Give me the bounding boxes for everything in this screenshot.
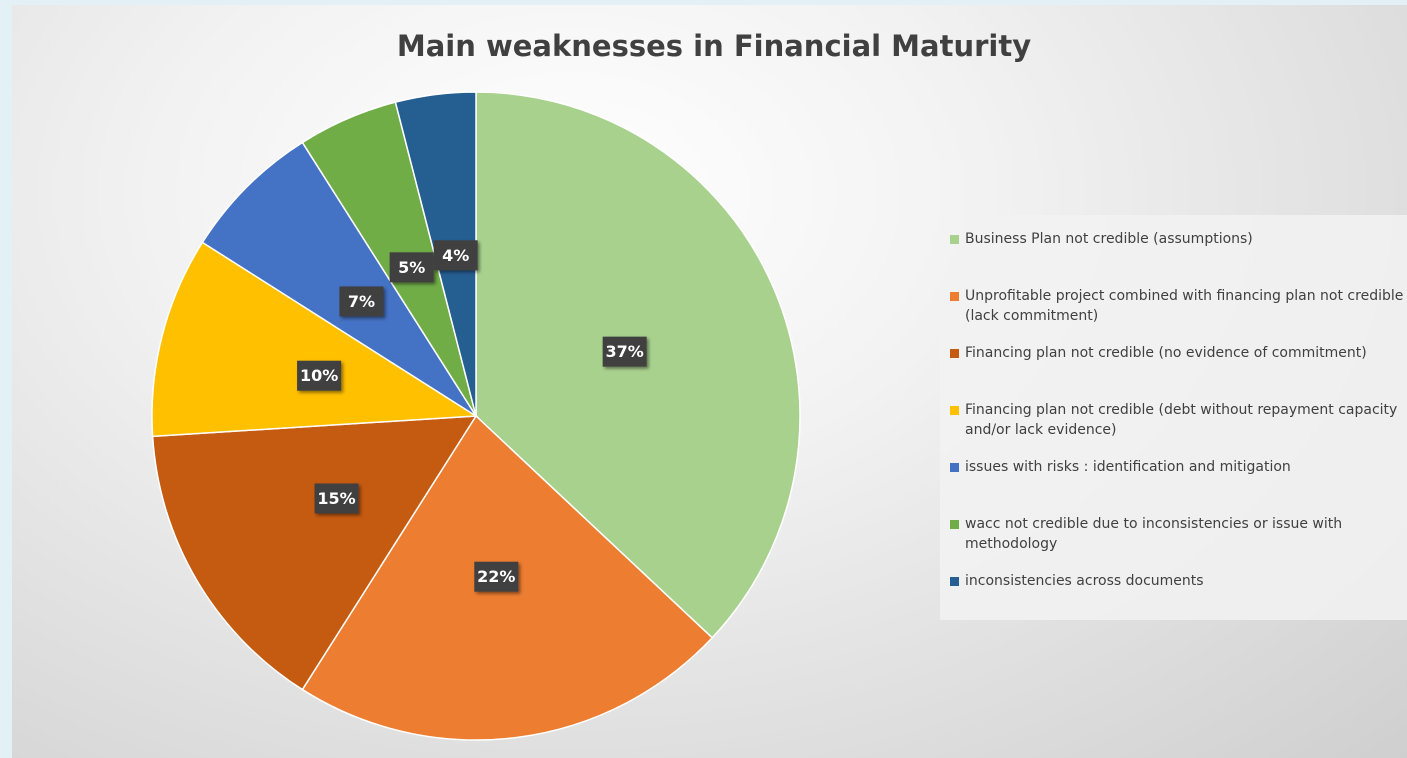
- pie-slice: [151, 241, 479, 438]
- data-label-box: [314, 483, 359, 514]
- data-label-text: 37%: [606, 342, 644, 361]
- legend: Business Plan not credible (assumptions)…: [940, 215, 1407, 620]
- data-label-box: [339, 286, 384, 317]
- legend-item: Business Plan not credible (assumptions): [950, 229, 1407, 249]
- data-label-box: [389, 252, 434, 283]
- legend-item: wacc not credible due to inconsistencies…: [950, 514, 1407, 554]
- data-label: 4%: [433, 240, 478, 271]
- legend-swatch: [950, 463, 959, 472]
- legend-item: Unprofitable project combined with finan…: [950, 286, 1407, 326]
- data-label: 10%: [297, 360, 342, 391]
- legend-swatch: [950, 235, 959, 244]
- legend-label: wacc not credible due to inconsistencies…: [965, 516, 1343, 552]
- data-label-box: [602, 336, 647, 367]
- data-label: 5%: [389, 252, 434, 283]
- data-label-box: [297, 360, 342, 391]
- data-label-text: 22%: [477, 567, 515, 586]
- data-label-box: [474, 561, 519, 592]
- data-label-text: 15%: [317, 489, 355, 508]
- data-label: 22%: [474, 561, 519, 592]
- legend-swatch: [950, 406, 959, 415]
- data-label-text: 7%: [348, 292, 375, 311]
- legend-label: Business Plan not credible (assumptions): [965, 231, 1253, 247]
- data-label: 37%: [602, 336, 647, 367]
- legend-label: Unprofitable project combined with finan…: [965, 288, 1404, 324]
- data-label: 15%: [314, 483, 359, 514]
- data-label: 7%: [339, 286, 384, 317]
- legend-item: issues with risks : identification and m…: [950, 457, 1407, 477]
- legend-label: inconsistencies across documents: [965, 573, 1204, 589]
- pie-slice: [201, 141, 477, 417]
- data-label-text: 4%: [442, 246, 469, 265]
- legend-swatch: [950, 292, 959, 301]
- chart-title: Main weaknesses in Financial Maturity: [397, 29, 1031, 63]
- data-label-text: 10%: [300, 366, 338, 385]
- data-label-box: [433, 240, 478, 271]
- data-label-text: 5%: [398, 258, 425, 277]
- legend-swatch: [950, 349, 959, 358]
- legend-label: Financing plan not credible (debt withou…: [965, 402, 1398, 438]
- legend-item: inconsistencies across documents: [950, 571, 1407, 591]
- legend-item: Financing plan not credible (no evidence…: [950, 343, 1407, 363]
- legend-label: issues with risks : identification and m…: [965, 459, 1291, 475]
- legend-swatch: [950, 577, 959, 586]
- legend-swatch: [950, 520, 959, 529]
- pie-slice: [151, 415, 478, 691]
- legend-label: Financing plan not credible (no evidence…: [965, 345, 1367, 361]
- legend-item: Financing plan not credible (debt withou…: [950, 400, 1407, 440]
